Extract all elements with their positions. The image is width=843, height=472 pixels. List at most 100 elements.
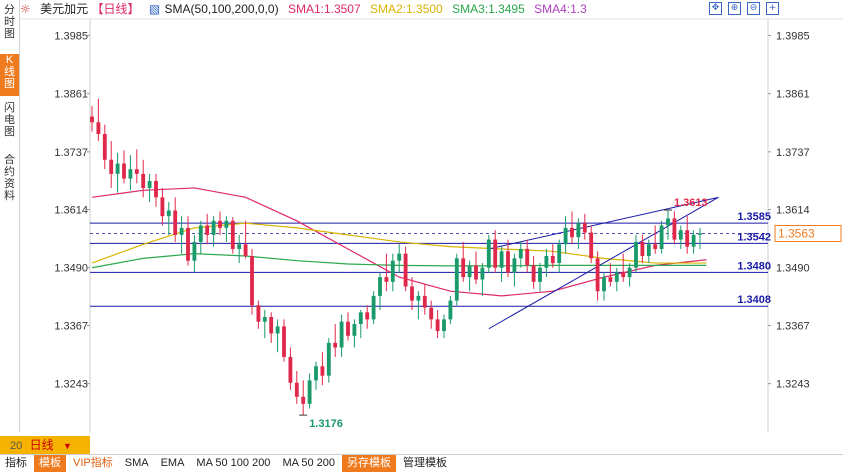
candle-body-45[interactable]	[378, 277, 382, 296]
candle-body-4[interactable]	[115, 163, 120, 174]
candle-body-59[interactable]	[467, 265, 472, 278]
candle-body-7[interactable]	[134, 169, 139, 174]
side-tab-3[interactable]: 合 约 资 料	[4, 154, 15, 202]
candle-body-48[interactable]	[397, 253, 402, 261]
candle-body-83[interactable]	[621, 272, 626, 278]
candle-body-41[interactable]	[352, 324, 357, 336]
candle-body-65[interactable]	[506, 251, 510, 273]
candle-body-19[interactable]	[211, 220, 216, 235]
bottom-tab-3[interactable]: SMA	[124, 457, 149, 469]
candle-body-80[interactable]	[602, 277, 606, 292]
candle-body-46[interactable]	[384, 277, 389, 282]
candle-body-66[interactable]	[512, 258, 517, 273]
candle-body-68[interactable]	[525, 248, 530, 266]
candle-body-75[interactable]	[570, 227, 574, 238]
candle-body-33[interactable]	[301, 396, 306, 404]
candle-body-40[interactable]	[346, 321, 350, 336]
candle-body-56[interactable]	[448, 300, 453, 320]
candle-body-50[interactable]	[410, 286, 414, 301]
move-icon[interactable]: ✥	[709, 2, 722, 15]
candle-body-70[interactable]	[538, 267, 542, 282]
candle-body-88[interactable]	[653, 244, 658, 249]
candle-body-87[interactable]	[646, 244, 651, 257]
candle-body-34[interactable]	[307, 380, 312, 404]
candle-body-78[interactable]	[589, 232, 594, 259]
candle-body-37[interactable]	[326, 342, 331, 376]
candle-body-93[interactable]	[685, 230, 690, 247]
candle-body-32[interactable]	[294, 382, 299, 397]
side-tab-1[interactable]: K 线 图	[0, 54, 19, 96]
candle-body-90[interactable]	[666, 218, 670, 226]
candle-body-0[interactable]	[90, 116, 94, 123]
candle-body-15[interactable]	[186, 227, 190, 261]
candle-body-72[interactable]	[550, 256, 555, 264]
candle-body-36[interactable]	[320, 366, 325, 376]
candle-body-86[interactable]	[640, 241, 645, 257]
candle-body-94[interactable]	[691, 234, 696, 247]
chart-icon[interactable]: ▧	[148, 2, 161, 16]
candle-body-51[interactable]	[416, 295, 421, 301]
candle-body-69[interactable]	[531, 265, 536, 282]
candle-body-8[interactable]	[141, 173, 146, 188]
candle-body-95[interactable]	[698, 233, 702, 235]
candle-body-71[interactable]	[544, 256, 549, 268]
candle-body-67[interactable]	[518, 248, 523, 259]
candle-body-11[interactable]	[160, 197, 165, 217]
candle-body-53[interactable]	[429, 307, 434, 320]
candle-body-29[interactable]	[275, 326, 280, 334]
candle-body-5[interactable]	[122, 163, 126, 179]
bottom-tab-2[interactable]: VIP指标	[73, 457, 113, 469]
candle-body-92[interactable]	[678, 230, 683, 240]
candle-body-25[interactable]	[250, 256, 254, 306]
trend-line-0[interactable]	[488, 196, 719, 330]
candle-body-79[interactable]	[595, 258, 600, 292]
candle-body-14[interactable]	[179, 227, 184, 235]
candle-body-38[interactable]	[333, 342, 338, 348]
bottom-tab-8[interactable]: 管理模板	[403, 457, 448, 469]
candle-body-17[interactable]	[198, 225, 203, 242]
candle-body-35[interactable]	[314, 366, 318, 381]
candle-body-62[interactable]	[486, 239, 491, 268]
candle-body-20[interactable]	[218, 220, 222, 228]
candle-body-16[interactable]	[192, 241, 197, 261]
candle-body-61[interactable]	[480, 267, 485, 280]
candle-body-26[interactable]	[256, 305, 261, 322]
candle-body-84[interactable]	[627, 267, 632, 278]
candle-body-89[interactable]	[659, 225, 664, 249]
candle-body-73[interactable]	[557, 244, 562, 264]
candle-body-31[interactable]	[288, 356, 293, 383]
bottom-tab-0[interactable]: 指标	[5, 457, 27, 469]
zoom-out-icon[interactable]: ⊖	[747, 2, 760, 15]
candle-body-82[interactable]	[614, 272, 619, 282]
candle-body-54[interactable]	[435, 319, 440, 332]
side-tab-0[interactable]: 分 时 图	[4, 4, 15, 40]
candle-body-55[interactable]	[442, 319, 446, 332]
candle-body-47[interactable]	[390, 260, 395, 282]
candle-body-23[interactable]	[237, 244, 242, 249]
candle-body-74[interactable]	[563, 227, 568, 245]
gear-icon[interactable]: ☼	[20, 2, 31, 16]
candle-body-10[interactable]	[154, 180, 158, 198]
side-tab-2[interactable]: 闪 电 图	[4, 102, 15, 138]
add-icon[interactable]: +	[766, 2, 779, 15]
candle-body-30[interactable]	[282, 326, 286, 357]
candle-body-44[interactable]	[371, 295, 376, 320]
candle-body-52[interactable]	[422, 295, 427, 308]
candle-body-12[interactable]	[166, 210, 171, 217]
candle-body-27[interactable]	[262, 317, 267, 322]
bottom-tab-1[interactable]: 模板	[34, 455, 66, 472]
candle-body-6[interactable]	[128, 169, 133, 179]
candle-body-2[interactable]	[102, 133, 107, 160]
candle-body-58[interactable]	[461, 258, 466, 278]
candle-body-39[interactable]	[339, 321, 344, 348]
candle-body-13[interactable]	[173, 210, 178, 235]
candle-body-49[interactable]	[403, 253, 408, 287]
candlestick-chart[interactable]: 1.3985 1.3985 1.3861 1.3861 1.3737 1.3737 1.36…	[0, 0, 843, 432]
bottom-tab-7[interactable]: 另存模板	[342, 455, 397, 472]
candle-body-3[interactable]	[109, 159, 114, 174]
candle-body-1[interactable]	[96, 122, 101, 134]
candle-body-21[interactable]	[224, 220, 229, 228]
bottom-tab-6[interactable]: MA 50 200	[282, 457, 336, 469]
candle-body-64[interactable]	[499, 251, 504, 268]
candle-body-77[interactable]	[582, 223, 587, 233]
